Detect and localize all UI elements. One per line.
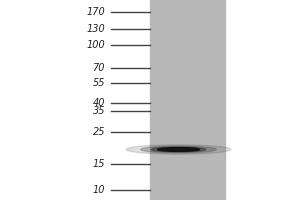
Text: 40: 40 [92, 98, 105, 108]
Text: 10: 10 [92, 185, 105, 195]
Text: 25: 25 [92, 127, 105, 137]
Text: 130: 130 [86, 24, 105, 34]
Ellipse shape [158, 148, 200, 151]
Text: 55: 55 [92, 78, 105, 88]
Bar [150, 0, 225, 200]
Text: 70: 70 [92, 63, 105, 73]
Text: 35: 35 [92, 106, 105, 116]
Ellipse shape [126, 145, 231, 154]
Ellipse shape [141, 146, 216, 153]
Text: 100: 100 [86, 40, 105, 50]
Ellipse shape [151, 147, 206, 152]
Text: 15: 15 [92, 159, 105, 169]
Text: 170: 170 [86, 7, 105, 17]
